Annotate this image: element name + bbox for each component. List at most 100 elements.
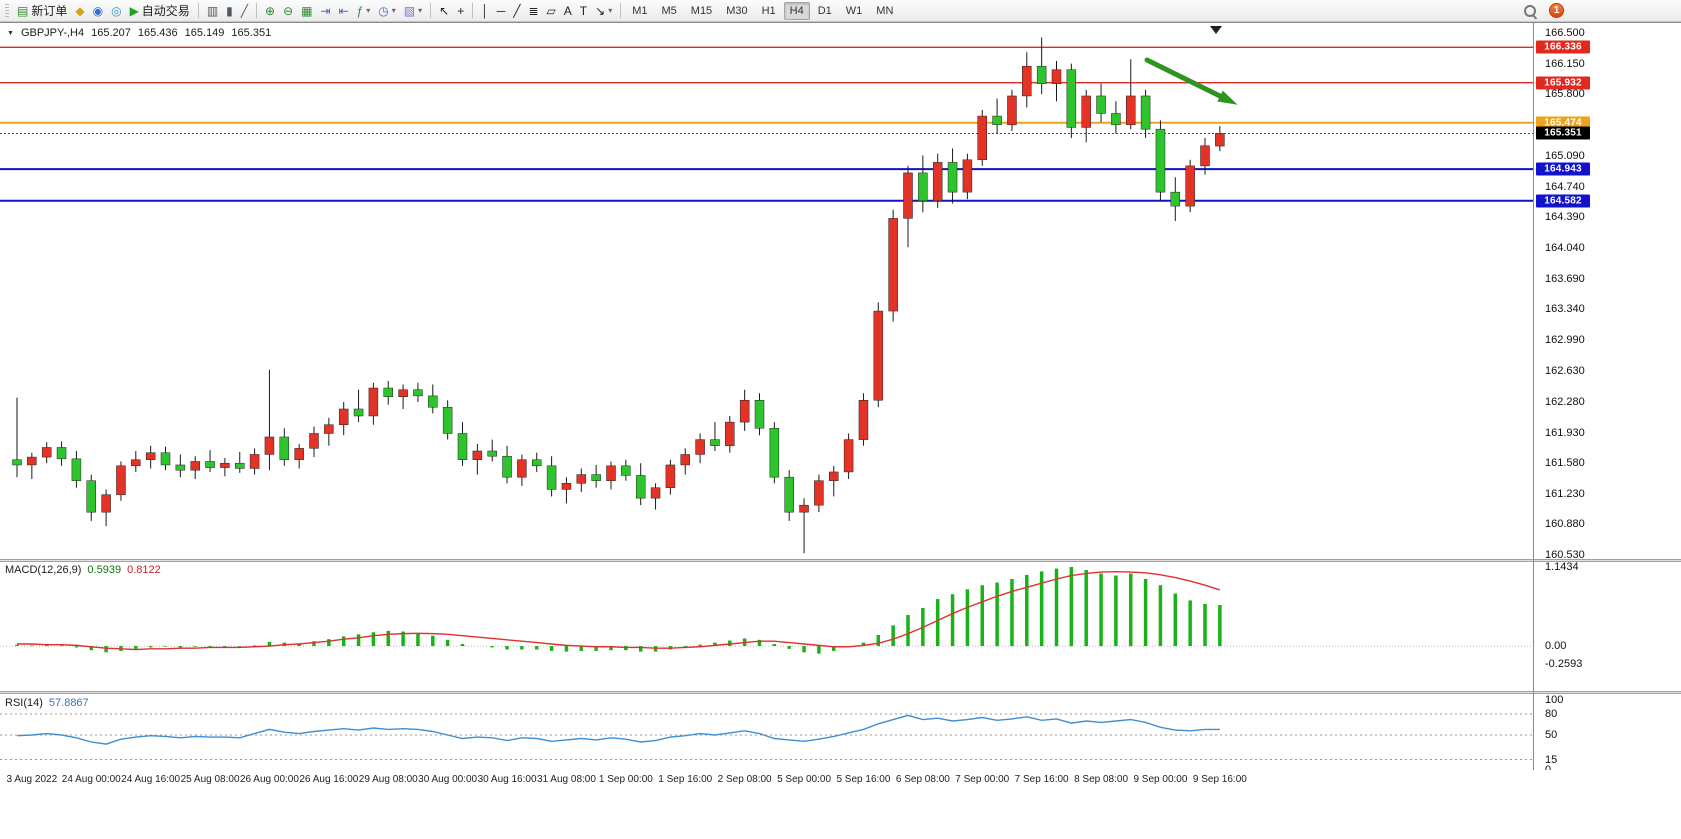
- candlesticks-layer: [12, 37, 1225, 554]
- market-watch-button[interactable]: ◆: [71, 1, 88, 20]
- market-watch-icon: ◆: [75, 3, 85, 18]
- time-axis-label: 5 Sep 00:00: [777, 774, 832, 785]
- templates-button[interactable]: ▧ ▾: [400, 1, 426, 20]
- trendline-button[interactable]: ╱: [509, 1, 524, 20]
- chart-shift-button[interactable]: ⇤: [335, 1, 353, 20]
- zoom-in-button[interactable]: ⊕: [261, 1, 279, 20]
- shapes-button[interactable]: ▱: [543, 1, 560, 20]
- chart-shift-marker[interactable]: [1210, 26, 1222, 34]
- rsi-label: RSI(14) 57.8867: [5, 697, 89, 709]
- price-tag: 165.351: [1536, 126, 1590, 140]
- new-order-button-label: 新订单: [31, 4, 68, 18]
- periods-icon: ◷: [378, 3, 389, 18]
- auto-scroll-icon: ⇥: [320, 3, 331, 18]
- data-window-icon: ◎: [111, 3, 122, 18]
- fibonacci-button[interactable]: ≣: [524, 1, 542, 20]
- timeframe-h4-button[interactable]: H4: [783, 1, 810, 20]
- rsi-axis-tick: 100: [1545, 694, 1564, 706]
- rsi-value: 57.8867: [48, 697, 89, 709]
- text-button[interactable]: A: [560, 1, 576, 20]
- time-axis-label: 6 Sep 08:00: [895, 774, 950, 785]
- candlestick-icon: ▮: [226, 3, 233, 18]
- price-tag: 164.943: [1536, 162, 1590, 176]
- zoom-out-icon: ⊖: [283, 3, 294, 18]
- candlestick-chart-button[interactable]: ▮: [222, 1, 237, 20]
- timeframe-mn-button[interactable]: MN: [876, 4, 894, 17]
- timeframe-m15-button[interactable]: M15: [690, 4, 713, 17]
- macd-axis-tick: -0.2593: [1545, 658, 1583, 670]
- time-axis-label: 25 Aug 08:00: [180, 774, 240, 785]
- timeframe-h1-button[interactable]: H1: [761, 4, 776, 17]
- horizontal-line-button[interactable]: ─: [493, 1, 510, 20]
- cursor-button[interactable]: ↖: [435, 1, 453, 20]
- ohlc-low: 165.149: [184, 27, 225, 39]
- time-axis-label: 9 Sep 00:00: [1133, 774, 1188, 785]
- time-axis[interactable]: 3 Aug 2022 24 Aug 00:00 24 Aug 16:00 25 Aug…: [0, 770, 1681, 790]
- vertical-line-button[interactable]: │: [477, 1, 493, 20]
- symbol-period-label: GBPJPY-,H4: [20, 27, 85, 39]
- symbol-ohlc-label: ▼ GBPJPY-,H4 165.207 165.436 165.149 165…: [7, 27, 271, 39]
- toolbar-right: 1: [1523, 3, 1564, 18]
- text-label-button[interactable]: T: [576, 1, 591, 20]
- markers: [1210, 26, 1222, 34]
- price-tag: 165.474: [1536, 116, 1590, 130]
- tile-windows-button[interactable]: ▦: [297, 1, 316, 20]
- macd-pane: [0, 567, 1533, 654]
- price-axis-tick: 166.150: [1545, 57, 1585, 70]
- bar-chart-button[interactable]: ▥: [203, 1, 222, 20]
- auto-trading-icon: ▶: [129, 3, 139, 18]
- arrows-button[interactable]: ↘ ▾: [591, 1, 616, 20]
- trendline-icon: ╱: [513, 3, 521, 18]
- price-axis-tick: 161.930: [1545, 426, 1585, 439]
- toolbar-grip[interactable]: [5, 3, 9, 18]
- auto-trading-button-label: 自动交易: [141, 4, 190, 18]
- one-click-trading-toggle[interactable]: ▼: [7, 29, 14, 37]
- timeframe-w1-button[interactable]: W1: [845, 4, 863, 17]
- rsi-axis-tick: 15: [1545, 753, 1558, 766]
- price-axis-tick: 166.500: [1545, 27, 1585, 39]
- toolbar-separator: [197, 3, 199, 18]
- price-axis-tick: 165.800: [1545, 88, 1585, 101]
- line-chart-icon: ╱: [240, 3, 248, 18]
- navigator-button[interactable]: ◉: [89, 1, 107, 20]
- price-axis[interactable]: 166.500 166.150 165.800 165.090 164.740 164.3…: [1533, 22, 1681, 776]
- price-tag: 165.932: [1536, 76, 1590, 90]
- bar-chart-icon: ▥: [206, 3, 219, 18]
- text-label-icon: T: [579, 3, 588, 18]
- price-axis-tick: 161.230: [1545, 487, 1585, 500]
- time-axis-label: 26 Aug 00:00: [239, 774, 299, 785]
- new-order-button[interactable]: ▤ 新订单: [13, 1, 71, 20]
- crosshair-button[interactable]: +: [453, 1, 468, 20]
- macd-signal-value: 0.8122: [127, 564, 161, 576]
- rsi-name: RSI(14): [5, 697, 43, 709]
- search-icon[interactable]: [1523, 4, 1537, 18]
- ohlc-close: 165.351: [231, 27, 272, 39]
- timeframe-m1-button[interactable]: M1: [632, 4, 648, 17]
- auto-scroll-button[interactable]: ⇥: [316, 1, 334, 20]
- timeframe-d1-button[interactable]: D1: [817, 4, 832, 17]
- pane-splitter[interactable]: [0, 559, 1681, 562]
- timeframe-m30-button[interactable]: M30: [726, 4, 748, 17]
- zoom-in-icon: ⊕: [265, 3, 276, 18]
- indicators-button[interactable]: ƒ ▾: [353, 1, 375, 20]
- arrow-style-icon: ↘: [595, 3, 606, 18]
- data-window-button[interactable]: ◎: [107, 1, 125, 20]
- pane-splitter[interactable]: [0, 691, 1681, 694]
- arrow-annotation[interactable]: [1144, 57, 1238, 105]
- time-axis-label: 3 Aug 2022: [6, 774, 58, 785]
- price-axis-tick: 160.880: [1545, 518, 1585, 531]
- price-axis-tick: 162.280: [1545, 395, 1585, 408]
- auto-trading-button[interactable]: ▶ 自动交易: [126, 1, 194, 20]
- tile-windows-icon: ▦: [301, 3, 313, 18]
- timeframe-buttons: M1 M5 M15 M30 H1 H4 D1 W1 MN: [625, 0, 900, 22]
- notification-badge[interactable]: 1: [1549, 3, 1564, 18]
- periods-button[interactable]: ◷ ▾: [374, 1, 400, 20]
- timeframe-m5-button[interactable]: M5: [661, 4, 677, 17]
- templates-icon: ▧: [403, 3, 416, 18]
- time-axis-label: 7 Sep 16:00: [1014, 774, 1069, 785]
- price-tag: 164.582: [1536, 194, 1590, 208]
- zoom-out-button[interactable]: ⊖: [279, 1, 297, 20]
- rsi-pane: [0, 713, 1533, 760]
- line-chart-button[interactable]: ╱: [237, 1, 252, 20]
